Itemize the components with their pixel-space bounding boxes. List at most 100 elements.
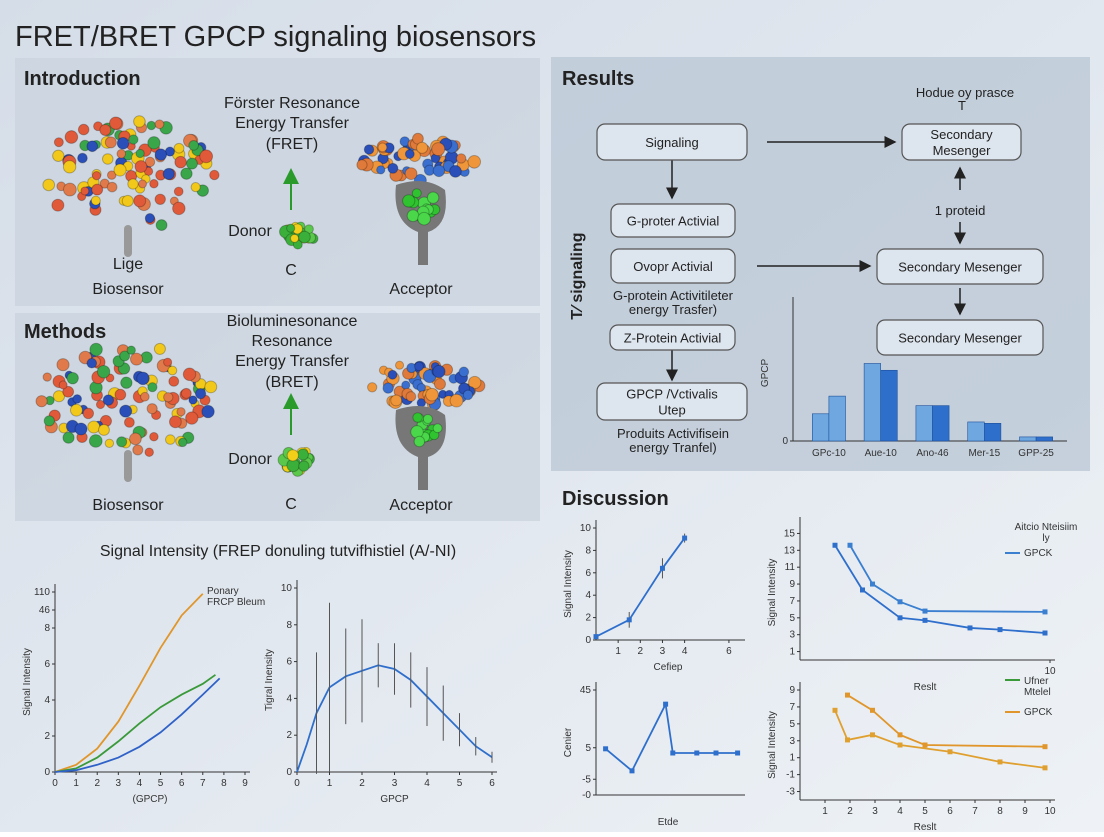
atom <box>62 385 75 398</box>
legend-label: GPCK <box>1024 707 1053 718</box>
atom <box>80 186 90 196</box>
x-tick-label: 3 <box>116 778 122 789</box>
point <box>832 542 838 548</box>
atom <box>121 194 134 208</box>
node <box>876 319 1044 356</box>
atom <box>74 422 88 436</box>
atom <box>173 186 184 197</box>
caption: Förster Resonance <box>224 95 360 112</box>
point <box>860 587 865 593</box>
atom <box>298 230 311 244</box>
atom <box>136 371 150 386</box>
atom <box>104 136 117 149</box>
atom <box>298 460 310 472</box>
x-tick-label: Ano-46 <box>916 448 949 459</box>
x-tick-label: 6 <box>947 806 953 817</box>
atom <box>126 345 136 355</box>
heading: Methods <box>24 321 106 343</box>
atom <box>405 391 417 402</box>
bar <box>932 405 950 442</box>
atom <box>102 394 115 406</box>
y-tick-label: 10 <box>281 583 293 594</box>
point <box>663 701 669 707</box>
y-tick-label: 4 <box>44 695 50 706</box>
atom <box>425 387 439 402</box>
atom <box>204 380 218 394</box>
y-tick-label: 0 <box>44 767 50 778</box>
node <box>876 248 1044 285</box>
node-label: Signaling <box>645 135 699 150</box>
point <box>997 759 1003 765</box>
atom <box>123 416 135 428</box>
node-label: G-proter Activial <box>627 214 720 229</box>
atom <box>89 342 103 357</box>
node-label: Secondary Mesenger <box>898 331 1022 346</box>
y-axis-label: Signal Intensity <box>767 711 778 779</box>
x-tick-label: 1 <box>822 806 828 817</box>
x-tick-label: 1 <box>327 778 333 789</box>
atom <box>462 389 474 401</box>
atom <box>149 432 159 442</box>
atom <box>411 132 424 145</box>
atom <box>72 394 83 404</box>
stem <box>124 450 132 482</box>
atom <box>449 165 462 178</box>
atom <box>90 195 101 206</box>
atom <box>412 412 423 423</box>
point <box>922 742 928 748</box>
atom <box>146 120 157 131</box>
note: Hodue oy prasce <box>916 85 1014 100</box>
atom <box>432 364 446 379</box>
y-tick-label: 3 <box>789 736 795 747</box>
atom <box>99 123 112 136</box>
heading: Introduction <box>24 68 141 90</box>
bar <box>967 421 985 442</box>
note: energy Tranfel) <box>629 440 716 455</box>
note: G-protein Activitileter <box>613 288 734 303</box>
atom <box>91 171 102 181</box>
atom <box>147 382 158 393</box>
point <box>947 749 953 755</box>
legend-note: Aitcio Nteisiim <box>1015 522 1078 533</box>
atom <box>154 148 168 161</box>
x-axis-label: Reslt <box>914 682 937 693</box>
atom <box>180 167 193 180</box>
point <box>870 581 875 587</box>
atom <box>154 119 165 130</box>
y-tick-label: 6 <box>585 568 591 579</box>
atom <box>62 182 77 197</box>
y-axis-label: Signal Intensity <box>563 550 574 618</box>
atom <box>147 136 161 150</box>
atom <box>86 357 98 369</box>
atom <box>422 413 433 425</box>
y-tick-label: 8 <box>286 620 292 631</box>
atom <box>176 407 186 417</box>
atom <box>135 148 145 159</box>
x-tick-label: 5 <box>922 806 928 817</box>
atom <box>52 390 66 403</box>
atom <box>87 420 101 434</box>
point <box>897 732 903 738</box>
point <box>682 535 688 541</box>
heading: Results <box>562 68 634 90</box>
atom <box>129 432 142 446</box>
x-tick-label: Aue-10 <box>865 448 898 459</box>
atom <box>426 191 440 204</box>
atom <box>168 375 180 387</box>
y-tick-label: 15 <box>784 528 796 539</box>
x-tick-label: 6 <box>726 646 732 657</box>
point <box>1042 744 1048 750</box>
atom <box>165 434 176 445</box>
caption: (BRET) <box>265 374 318 391</box>
point <box>870 732 875 738</box>
bar <box>1019 436 1037 442</box>
atom <box>402 194 416 208</box>
atom <box>95 399 106 410</box>
y-tick-label: -3 <box>786 787 795 798</box>
atom <box>401 380 411 390</box>
node <box>610 248 736 284</box>
legend-note: Ponary <box>207 586 239 597</box>
atom <box>116 436 128 448</box>
x-tick-label: 0 <box>52 778 58 789</box>
point <box>870 707 875 713</box>
